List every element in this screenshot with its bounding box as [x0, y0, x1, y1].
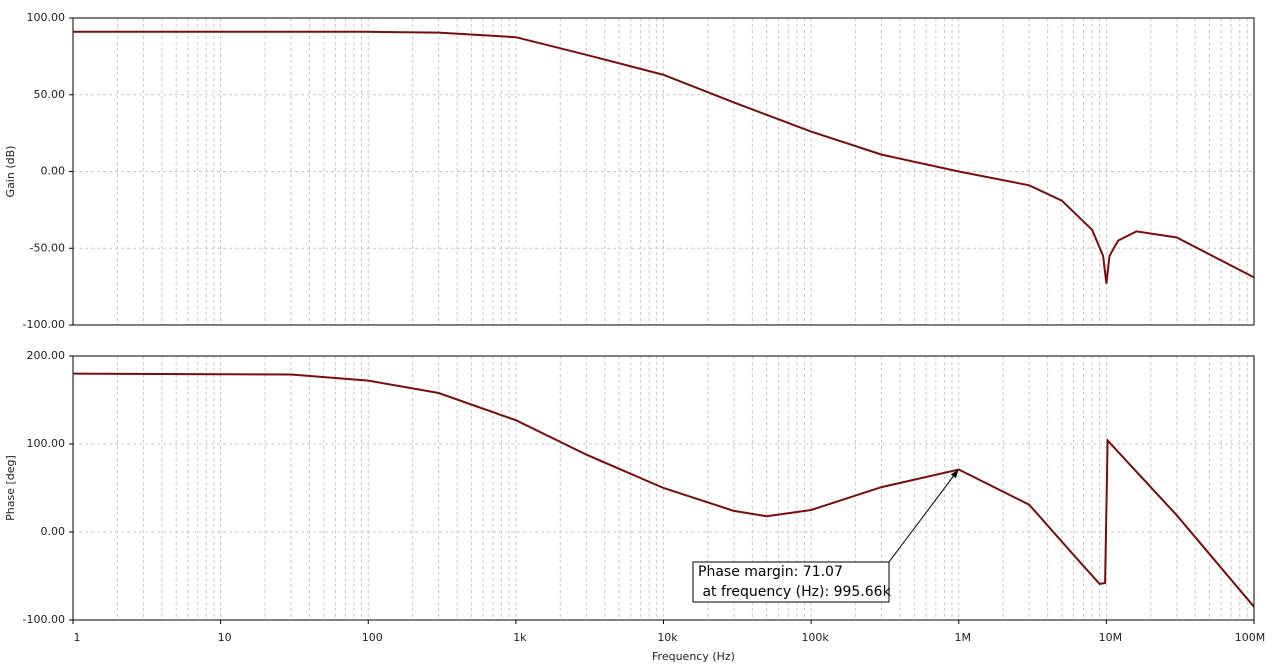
x-tick-label: 10M	[1099, 631, 1123, 644]
y-tick-label: 100.00	[27, 11, 66, 24]
series-line	[72, 372, 1255, 608]
annotation-text: Phase margin: 71.07	[698, 564, 843, 580]
x-tick-label: 10	[218, 631, 232, 644]
y-tick-label: 200.00	[27, 349, 66, 362]
annotation-text: at frequency (Hz): 995.66k	[698, 584, 892, 600]
x-tick-label: 1k	[513, 631, 527, 644]
x-tick-label: 10k	[657, 631, 678, 644]
x-axis-label: Frequency (Hz)	[652, 650, 735, 663]
x-tick-label: 1M	[955, 631, 972, 644]
y-tick-label: 0.00	[41, 165, 66, 178]
series-line	[73, 30, 1255, 284]
annotation-box	[692, 561, 890, 603]
y-tick-label: -50.00	[30, 241, 65, 254]
x-tick-label: 1	[74, 631, 81, 644]
annotation-arrow	[888, 469, 959, 563]
y-tick-label: 50.00	[34, 88, 66, 101]
arrow-head	[950, 469, 959, 479]
y-axis-label: Phase [deg]	[4, 455, 17, 521]
y-tick-label: 100.00	[27, 437, 66, 450]
y-tick-label: -100.00	[23, 613, 65, 626]
y-tick-label: 0.00	[41, 525, 66, 538]
plot-frame	[72, 17, 1255, 326]
y-axis-label: Gain (dB)	[4, 146, 17, 198]
x-tick-label: 100	[362, 631, 383, 644]
x-tick-label: 100M	[1235, 631, 1266, 644]
y-tick-label: -100.00	[23, 318, 65, 331]
x-tick-label: 100k	[801, 631, 829, 644]
